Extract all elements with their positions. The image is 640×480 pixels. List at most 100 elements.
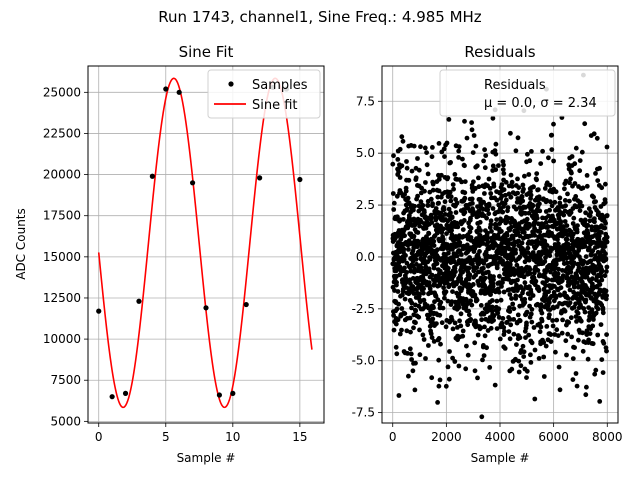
residual-point — [416, 314, 422, 320]
residual-point — [531, 184, 536, 190]
residual-point — [499, 228, 504, 234]
residual-point — [393, 344, 399, 350]
residual-point — [488, 218, 494, 224]
residual-point — [516, 185, 522, 191]
residual-point — [463, 366, 469, 372]
residual-point — [454, 261, 460, 267]
residual-point — [591, 317, 596, 322]
residual-point — [572, 181, 578, 186]
residual-point — [507, 317, 513, 322]
residual-point — [600, 310, 606, 316]
residual-point — [480, 357, 485, 363]
residual-point — [493, 167, 499, 173]
residual-point — [450, 326, 456, 332]
residual-point — [504, 319, 510, 325]
residual-point — [409, 305, 414, 311]
residual-point — [530, 293, 536, 298]
residual-point — [531, 325, 537, 330]
residual-point — [521, 274, 527, 280]
residual-point — [436, 176, 442, 182]
residual-point — [488, 191, 494, 196]
residual-point — [604, 332, 609, 337]
residual-point — [427, 312, 432, 318]
sine-fit-xtick-label: 15 — [292, 430, 307, 444]
residual-point — [491, 317, 496, 323]
residual-point — [456, 304, 462, 310]
residual-point — [529, 319, 535, 325]
residual-point — [462, 209, 468, 215]
residual-point — [522, 173, 527, 179]
residual-point — [460, 156, 465, 162]
residual-point — [487, 186, 493, 191]
residual-point — [565, 241, 571, 247]
residual-point — [494, 217, 499, 223]
residual-point — [462, 163, 467, 169]
residual-point — [477, 219, 483, 225]
residual-point — [594, 135, 600, 141]
residual-point — [515, 190, 520, 196]
residual-point — [567, 287, 573, 293]
residual-point — [526, 172, 532, 177]
residual-point — [542, 186, 548, 191]
residual-point — [465, 322, 471, 328]
residual-point — [517, 254, 523, 260]
residual-point — [428, 331, 434, 337]
residual-point — [598, 273, 604, 279]
residual-point — [437, 312, 443, 318]
residual-point — [468, 235, 474, 240]
residual-point — [482, 147, 487, 153]
residual-point — [515, 176, 520, 182]
figure-suptitle: Run 1743, channel1, Sine Freq.: 4.985 MH… — [158, 8, 482, 26]
residual-point — [494, 298, 500, 304]
residual-point — [527, 267, 533, 272]
residual-point — [431, 265, 437, 271]
residual-point — [516, 238, 521, 244]
residual-point — [469, 302, 475, 308]
residual-point — [492, 382, 498, 388]
residual-point — [497, 336, 503, 342]
residual-point — [453, 269, 458, 275]
residual-point — [529, 149, 534, 154]
sine-fit-xlabel: Sample # — [177, 451, 236, 465]
residual-point — [573, 145, 579, 151]
residual-point — [509, 366, 515, 372]
residual-point — [533, 278, 539, 284]
residual-point — [560, 317, 565, 323]
residual-point — [482, 191, 487, 196]
sine-fit-ytick-label: 7500 — [50, 373, 81, 387]
residual-point — [603, 251, 608, 257]
sine-fit-ytick-label: 12500 — [43, 291, 81, 305]
residual-point — [549, 147, 555, 153]
residual-point — [404, 206, 410, 212]
residual-point — [498, 297, 504, 303]
residual-point — [524, 368, 530, 374]
residuals-ytick-label: -7.5 — [352, 406, 375, 420]
residual-point — [391, 327, 397, 333]
residual-point — [481, 265, 486, 271]
residuals-legend-box — [439, 69, 616, 117]
residual-point — [426, 343, 431, 348]
residual-point — [493, 151, 499, 157]
residual-point — [391, 200, 397, 206]
residual-point — [522, 280, 528, 286]
residual-point — [491, 274, 496, 279]
residual-point — [524, 375, 529, 380]
residual-point — [395, 317, 401, 323]
residual-point — [462, 195, 468, 201]
residual-point — [528, 352, 533, 358]
residual-point — [440, 305, 446, 311]
residual-point — [547, 199, 553, 205]
residual-point — [407, 315, 413, 321]
residual-point — [575, 223, 580, 229]
residual-point — [477, 249, 482, 254]
residual-point — [465, 352, 471, 358]
residual-point — [473, 272, 478, 278]
residual-point — [510, 255, 516, 261]
residual-point — [394, 306, 400, 312]
residual-point — [507, 246, 512, 252]
residual-point — [566, 320, 572, 325]
residual-point — [434, 261, 440, 266]
residual-point — [516, 358, 522, 364]
residual-point — [520, 182, 526, 188]
residual-point — [396, 169, 401, 175]
